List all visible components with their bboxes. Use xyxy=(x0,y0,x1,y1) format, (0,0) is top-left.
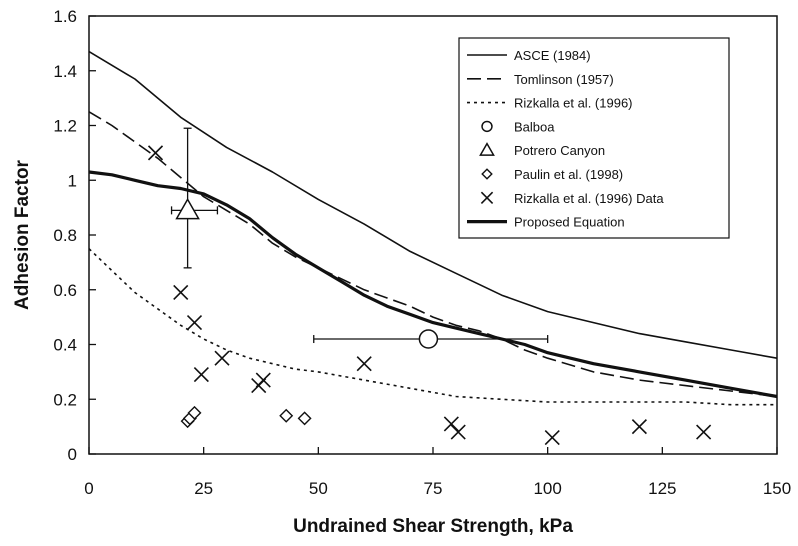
x-tick-label: 50 xyxy=(309,479,328,498)
legend: ASCE (1984) Tomlinson (1957) Rizkalla et a… xyxy=(458,37,730,239)
point-rizkalla-et-al-1996-data xyxy=(450,424,466,440)
series-lines xyxy=(88,50,778,406)
point-rizkalla-et-al-1996-data xyxy=(186,315,203,331)
legend-box xyxy=(458,37,730,239)
point-balboa xyxy=(418,329,439,349)
y-tick-label: 0.6 xyxy=(53,281,77,300)
x-stroke xyxy=(450,424,466,440)
legend-label: Balboa xyxy=(514,119,555,134)
legend-marker-swatch xyxy=(481,120,493,133)
point-rizkalla-et-al-1996-data xyxy=(255,372,271,388)
point-rizkalla-et-al-1996-data xyxy=(147,145,164,161)
point-rizkalla-et-al-1996-data xyxy=(443,416,459,432)
x-stroke xyxy=(173,284,189,301)
y-tick-label: 0 xyxy=(68,445,77,464)
legend-label: ASCE (1984) xyxy=(514,48,591,63)
line-asce-1984 xyxy=(88,50,778,359)
legend-item: Rizkalla et al. (1996) Data xyxy=(480,191,664,206)
legend-label: Paulin et al. (1998) xyxy=(514,167,623,182)
legend-marker-swatch xyxy=(480,191,494,204)
y-tick-label: 1.2 xyxy=(53,117,77,136)
x-stroke xyxy=(544,430,560,446)
legend-label: Rizkalla et al. (1996) Data xyxy=(514,191,664,206)
point-rizkalla-et-al-1996-data xyxy=(173,284,189,301)
x-stroke xyxy=(147,145,164,161)
legend-item: Potrero Canyon xyxy=(479,142,605,158)
point-rizkalla-et-al-1996-data xyxy=(696,424,712,440)
x-tick-label: 75 xyxy=(424,479,443,498)
x-stroke xyxy=(356,356,372,372)
legend-item: ASCE (1984) xyxy=(467,48,591,63)
x-axis-title: Undrained Shear Strength, kPa xyxy=(293,516,573,537)
legend-label: Rizkalla et al. (1996) xyxy=(514,96,633,111)
y-tick-label: 0.4 xyxy=(53,336,77,355)
x-axis: 0 25 50 75 100 125 150 xyxy=(84,447,791,498)
x-tick-label: 125 xyxy=(648,479,676,498)
y-tick-label: 1.6 xyxy=(53,7,77,26)
point-rizkalla-et-al-1996-data xyxy=(214,350,230,366)
x-tick-label: 100 xyxy=(533,479,561,498)
point-potrero-canyon xyxy=(175,197,200,220)
legend-item: Proposed Equation xyxy=(467,215,625,230)
x-stroke xyxy=(631,419,647,435)
legend-marker-swatch xyxy=(481,168,493,180)
point-rizkalla-et-al-1996-data xyxy=(631,419,647,435)
legend-marker-swatch xyxy=(479,142,495,156)
point-paulin-et-al-1998 xyxy=(297,411,312,426)
x-tick-label: 25 xyxy=(194,479,213,498)
legend-label: Potrero Canyon xyxy=(514,143,605,158)
point-paulin-et-al-1998 xyxy=(279,408,294,423)
y-axis: 0 0.2 0.4 0.6 0.8 1 1.2 1.4 1.6 xyxy=(53,7,96,464)
y-tick-label: 0.8 xyxy=(53,226,77,245)
point-rizkalla-et-al-1996-data xyxy=(356,356,372,372)
point-paulin-et-al-1998 xyxy=(187,405,202,420)
point-rizkalla-et-al-1996-data xyxy=(193,367,209,383)
y-tick-label: 1.4 xyxy=(53,62,77,81)
line-proposed-equation xyxy=(88,170,778,399)
x-stroke xyxy=(480,191,494,204)
x-stroke xyxy=(193,367,209,383)
x-stroke xyxy=(186,315,203,331)
x-tick-label: 150 xyxy=(763,479,791,498)
legend-label: Tomlinson (1957) xyxy=(514,72,614,87)
x-stroke xyxy=(255,372,271,388)
point-rizkalla-et-al-1996-data xyxy=(544,430,560,446)
x-tick-label: 0 xyxy=(84,479,93,498)
y-tick-label: 1 xyxy=(68,171,77,190)
y-axis-title: Adhesion Factor xyxy=(12,159,33,310)
legend-item: Balboa xyxy=(481,119,555,134)
series-points xyxy=(147,145,712,446)
line-tomlinson-1957 xyxy=(88,111,778,398)
y-tick-label: 0.2 xyxy=(53,390,77,409)
legend-item: Paulin et al. (1998) xyxy=(481,167,623,182)
legend-label: Proposed Equation xyxy=(514,215,625,230)
line-rizkalla-et-al-1996 xyxy=(88,248,777,406)
x-stroke xyxy=(214,350,230,366)
legend-item: Tomlinson (1957) xyxy=(467,72,614,87)
x-stroke xyxy=(443,416,459,432)
x-stroke xyxy=(696,424,712,440)
legend-item: Rizkalla et al. (1996) xyxy=(467,96,633,111)
